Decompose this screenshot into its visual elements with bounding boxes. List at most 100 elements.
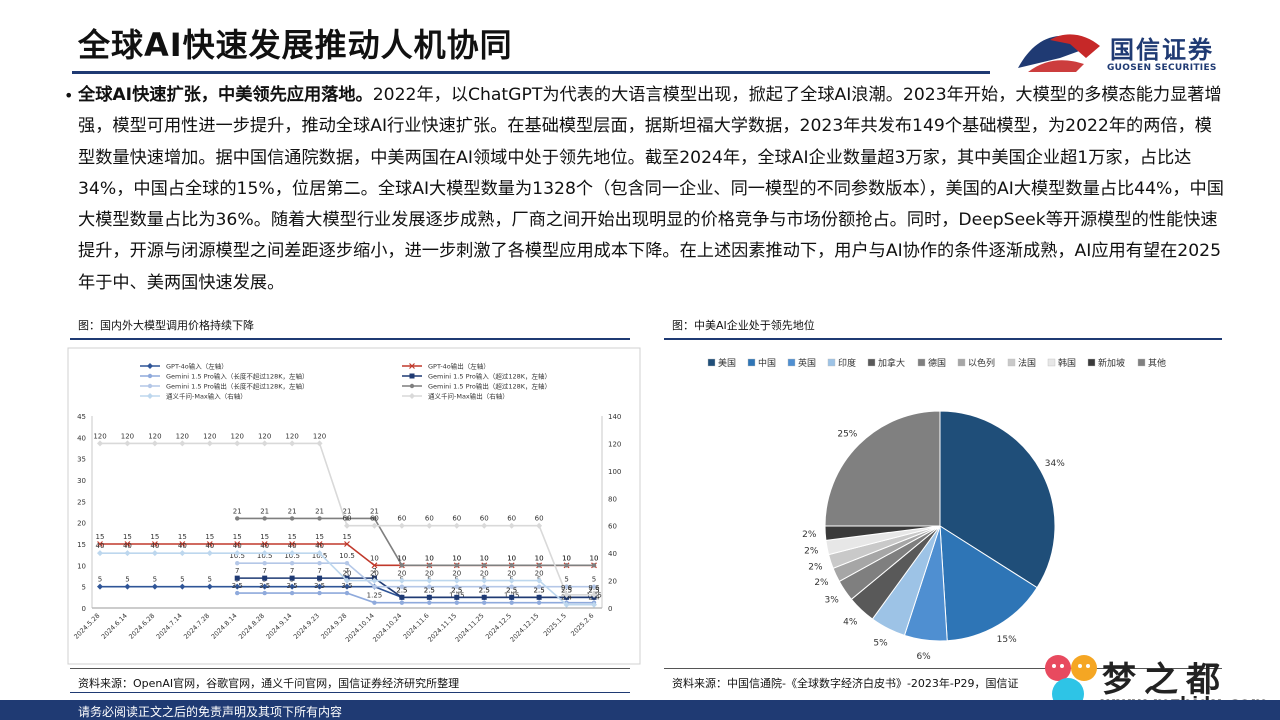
data-label: 2.5: [451, 586, 462, 594]
data-point: [316, 550, 323, 557]
data-label: 2.5: [506, 586, 517, 594]
pie-label: 3%: [825, 596, 840, 606]
data-point: [398, 522, 405, 529]
data-point: [591, 601, 597, 608]
series-7: 120 120 120 120 120 120 120 120 120 60 60 60 60 60 60 6…: [93, 432, 600, 598]
y-right-tick-label: 100: [608, 468, 621, 476]
data-label: 2.5: [396, 586, 407, 594]
left-figure-bottom-rule: [70, 668, 630, 669]
data-label: 10: [452, 554, 461, 562]
data-point: [289, 550, 296, 557]
legend-label: Gemini 1.5 Pro输出（超过128K，左轴）: [428, 382, 551, 391]
data-label: 10: [562, 554, 571, 562]
legend-label: 德国: [928, 357, 946, 369]
data-point: [234, 541, 241, 547]
data-label: 10.5: [257, 552, 273, 560]
data-label: 60: [425, 515, 434, 523]
data-label: 15: [260, 533, 269, 541]
data-point: [289, 516, 295, 521]
y-right-tick-label: 140: [608, 413, 621, 421]
data-point: [453, 577, 460, 584]
data-point: [426, 522, 433, 529]
data-point: [206, 583, 213, 590]
legend-label: 通义千问-Max输入（右轴）: [166, 392, 247, 401]
data-label: 15: [233, 533, 242, 541]
data-point: [234, 440, 241, 447]
page-title: 全球AI快速发展推动人机协同: [78, 26, 513, 64]
data-point: [371, 562, 378, 569]
data-point: [344, 590, 350, 596]
data-point: [344, 522, 350, 529]
data-label: 120: [313, 432, 326, 440]
data-label: 10: [397, 554, 406, 562]
data-point: [536, 577, 543, 584]
data-label: 120: [93, 432, 106, 440]
data-point: [147, 363, 153, 369]
data-label: 21: [370, 507, 379, 515]
data-point: [591, 563, 597, 568]
data-point: [454, 594, 460, 600]
pie-label: 2%: [802, 530, 817, 540]
data-label: 40: [260, 542, 269, 550]
data-label: 7: [235, 567, 239, 575]
y-left-tick-label: 0: [82, 605, 86, 613]
pie-label: 15%: [997, 635, 1017, 645]
chart-frame: [67, 347, 641, 665]
series-line: [237, 517, 594, 567]
data-label: 10: [507, 554, 516, 562]
data-label: 9.6: [561, 584, 573, 592]
data-point: [482, 600, 487, 605]
data-point: [151, 583, 158, 590]
data-label: 20: [397, 570, 406, 578]
data-label: 10.5: [284, 552, 300, 560]
ai-company-pie-chart: 美国 中国 英国 印度 加拿大 德国 以色列 法国 韩国 新加坡 其他 34% 15% 6% 5% 4% 3% 2…: [707, 357, 1166, 662]
data-label: 40: [150, 542, 159, 550]
data-point: [344, 516, 350, 521]
data-label: 2.5: [424, 586, 435, 594]
data-label: 2.5: [451, 586, 462, 594]
data-point: [508, 522, 515, 529]
legend-label: 通义千问-Max输出（右轴）: [428, 392, 509, 401]
data-label: 40: [315, 542, 324, 550]
data-point: [124, 440, 131, 447]
data-point: [261, 550, 268, 557]
pie-slice: [939, 410, 1056, 589]
data-label: 21: [260, 507, 269, 515]
data-label: 60: [507, 515, 516, 523]
data-label: 2.5: [588, 586, 599, 594]
data-label: 120: [203, 432, 216, 440]
data-label: 7: [345, 567, 349, 575]
data-label: 15: [96, 533, 105, 541]
y-right-tick-label: 80: [608, 495, 617, 503]
data-label: 20: [370, 570, 379, 578]
data-label: 2.5: [588, 586, 599, 594]
data-label: 10: [480, 554, 489, 562]
data-label: 60: [343, 515, 352, 523]
data-label: 20: [535, 570, 544, 578]
data-label: 60: [480, 515, 489, 523]
data-label: 15: [123, 533, 132, 541]
data-point: [509, 563, 514, 568]
pie-label: 25%: [837, 429, 857, 439]
data-label: 21: [343, 507, 352, 515]
legend-label: 印度: [838, 357, 856, 369]
data-point: [344, 541, 350, 547]
data-point: [234, 583, 241, 590]
left-figure-top-rule: [70, 338, 630, 340]
legend-swatch: [827, 358, 836, 367]
data-point: [344, 561, 350, 566]
data-point: [147, 373, 153, 379]
data-point: [536, 584, 542, 589]
series-line: [237, 592, 594, 604]
data-point: [289, 575, 295, 581]
data-label: 7: [262, 567, 266, 575]
y-right-tick-label: 0: [608, 605, 612, 613]
data-point: [124, 541, 131, 547]
data-point: [344, 583, 350, 590]
data-label: 3.5: [232, 582, 243, 590]
y-left-tick-label: 25: [77, 498, 86, 506]
data-label: 10: [425, 554, 434, 562]
data-point: [179, 440, 186, 447]
data-label: 60: [452, 515, 461, 523]
data-point: [536, 594, 542, 600]
